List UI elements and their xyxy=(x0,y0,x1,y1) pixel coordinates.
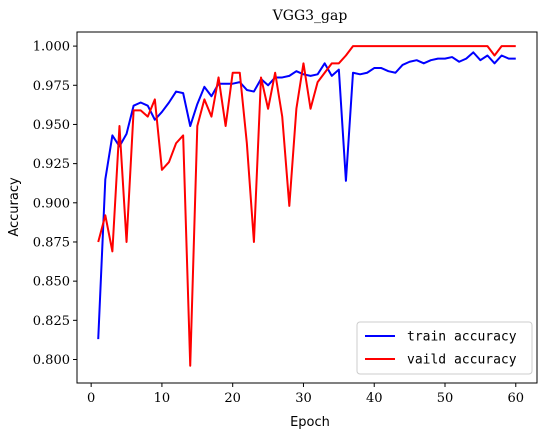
x-axis-label: Epoch xyxy=(290,415,330,430)
series-line-valid xyxy=(97,45,516,367)
y-tick-label: 0.875 xyxy=(33,235,70,250)
legend-box xyxy=(356,321,533,375)
y-tick-label: 1.000 xyxy=(33,40,70,55)
x-tick-label: 40 xyxy=(366,391,383,406)
chart-title: VGG3_gap xyxy=(272,8,348,24)
y-tick-label: 0.800 xyxy=(33,353,70,368)
plot-area xyxy=(76,31,538,384)
x-tick-label: 0 xyxy=(87,391,95,406)
series-line-train xyxy=(97,51,516,340)
y-tick-label: 0.900 xyxy=(33,196,70,211)
y-tick-label: 0.950 xyxy=(33,118,70,133)
x-tick-label: 30 xyxy=(295,391,312,406)
legend: train accuracy vaild accuracy xyxy=(356,321,533,375)
y-tick-label: 0.975 xyxy=(33,79,70,94)
y-tick-label: 0.850 xyxy=(33,275,70,290)
y-tick-label: 0.825 xyxy=(33,314,70,329)
x-tick-label: 50 xyxy=(437,391,454,406)
x-tick-label: 60 xyxy=(507,391,524,406)
x-tick-label: 20 xyxy=(224,391,241,406)
y-tick-label: 0.925 xyxy=(33,157,70,172)
y-axis-label: Accuracy xyxy=(7,177,22,237)
legend-label: train accuracy xyxy=(407,330,517,345)
y-axis-ticks: 0.800 0.825 0.850 0.875 0.900 0.925 0.950 0.975… xyxy=(33,40,77,368)
plot-frame xyxy=(76,31,538,384)
legend-label: vaild accuracy xyxy=(407,353,517,368)
x-axis-ticks: 0 10 20 30 40 50 60 xyxy=(87,383,524,406)
x-tick-label: 10 xyxy=(154,391,171,406)
